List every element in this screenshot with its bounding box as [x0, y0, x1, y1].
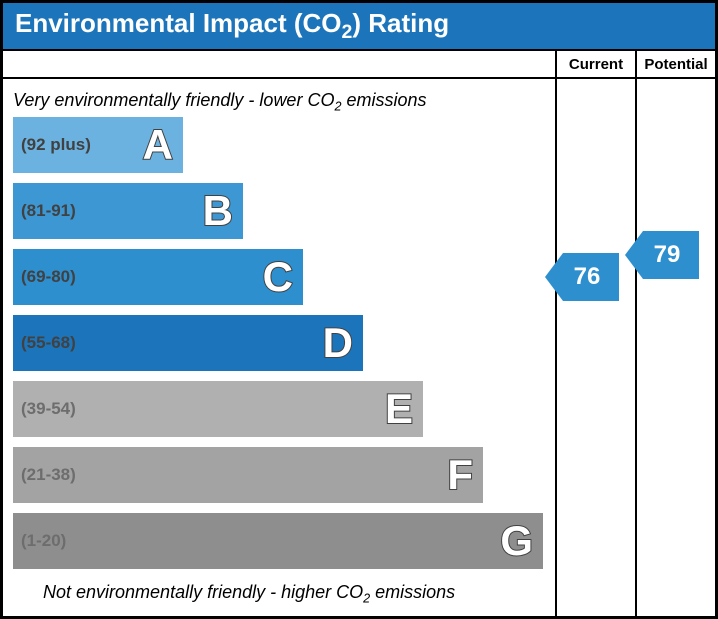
header-spacer	[3, 51, 555, 77]
band-bar-c: (69-80) C	[13, 249, 303, 305]
bars-column: Very environmentally friendly - lower CO…	[3, 79, 555, 616]
chart-body: Very environmentally friendly - lower CO…	[3, 79, 715, 616]
header-potential: Potential	[635, 51, 715, 77]
band-bar-e: (39-54) E	[13, 381, 423, 437]
band-letter-e: E	[385, 385, 413, 433]
band-range-d: (55-68)	[13, 333, 76, 353]
header-row: Current Potential	[3, 49, 715, 79]
current-column: 76	[555, 79, 635, 616]
band-letter-a: A	[143, 121, 173, 169]
band-bar-d: (55-68) D	[13, 315, 363, 371]
chart-title: Environmental Impact (CO2) Rating	[3, 3, 715, 49]
epc-rating-chart: Environmental Impact (CO2) Rating Curren…	[0, 0, 718, 619]
band-bar-a: (92 plus) A	[13, 117, 183, 173]
band-range-g: (1-20)	[13, 531, 66, 551]
band-bar-g: (1-20) G	[13, 513, 543, 569]
band-letter-g: G	[500, 517, 533, 565]
potential-column: 79	[635, 79, 715, 616]
band-letter-c: C	[263, 253, 293, 301]
potential-rating-badge: 79	[625, 231, 699, 279]
band-bar-b: (81-91) B	[13, 183, 243, 239]
caption-bottom: Not environmentally friendly - higher CO…	[3, 579, 555, 609]
title-text: Environmental Impact (CO2) Rating	[15, 8, 449, 44]
header-current: Current	[555, 51, 635, 77]
band-bar-f: (21-38) F	[13, 447, 483, 503]
band-letter-b: B	[203, 187, 233, 235]
band-letter-d: D	[323, 319, 353, 367]
bars-wrap: (92 plus) A (81-91) B (69-80) C (55-68) D (39-54…	[3, 117, 555, 569]
band-range-f: (21-38)	[13, 465, 76, 485]
band-range-e: (39-54)	[13, 399, 76, 419]
band-range-b: (81-91)	[13, 201, 76, 221]
band-range-a: (92 plus)	[13, 135, 91, 155]
band-letter-f: F	[447, 451, 473, 499]
current-rating-badge: 76	[545, 253, 619, 301]
caption-top: Very environmentally friendly - lower CO…	[3, 87, 555, 117]
band-range-c: (69-80)	[13, 267, 76, 287]
